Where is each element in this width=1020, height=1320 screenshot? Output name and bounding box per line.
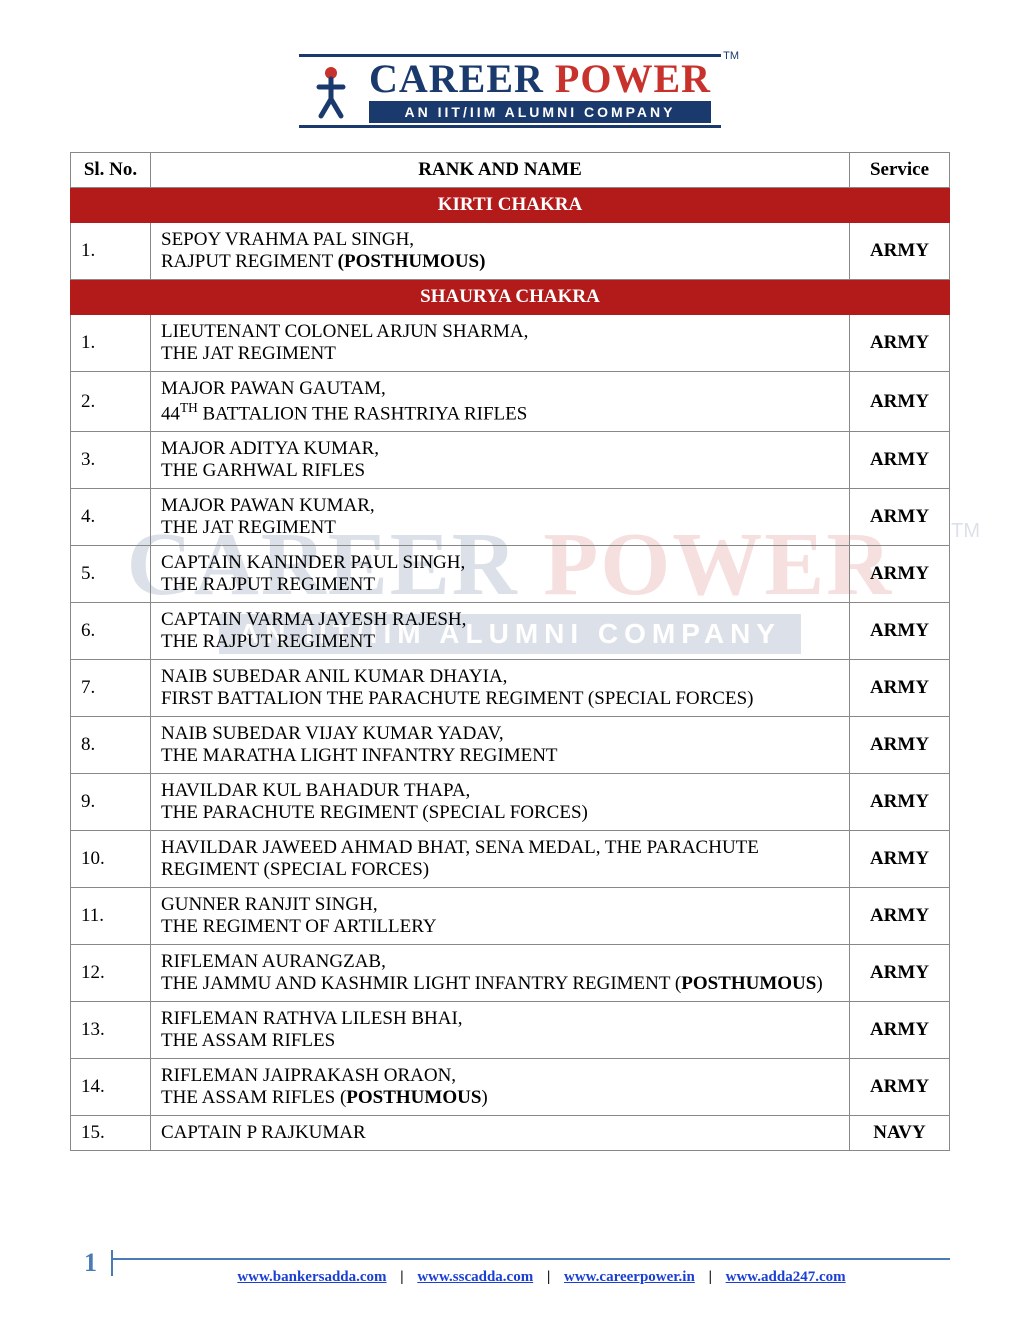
cell-sl: 9. [71,774,151,831]
cell-service: ARMY [850,315,950,372]
cell-name: RIFLEMAN JAIPRAKASH ORAON,THE ASSAM RIFL… [151,1059,850,1116]
table-row: 9.HAVILDAR KUL BAHADUR THAPA,THE PARACHU… [71,774,950,831]
cell-service: ARMY [850,603,950,660]
table-row: 12.RIFLEMAN AURANGZAB,THE JAMMU AND KASH… [71,945,950,1002]
cell-sl: 1. [71,223,151,280]
cell-name: NAIB SUBEDAR ANIL KUMAR DHAYIA,FIRST BAT… [151,660,850,717]
cell-name: HAVILDAR KUL BAHADUR THAPA,THE PARACHUTE… [151,774,850,831]
cell-service: ARMY [850,546,950,603]
cell-sl: 6. [71,603,151,660]
header-name: RANK AND NAME [151,153,850,188]
cell-sl: 10. [71,831,151,888]
header-logo: TM CAREER POWER AN IIT/IIM ALUMNI COMPAN… [70,50,950,132]
cell-service: ARMY [850,1002,950,1059]
cell-service: ARMY [850,831,950,888]
cell-name: MAJOR PAWAN GAUTAM,44TH BATTALION THE RA… [151,372,850,432]
cell-name: CAPTAIN VARMA JAYESH RAJESH,THE RAJPUT R… [151,603,850,660]
table-row: 8.NAIB SUBEDAR VIJAY KUMAR YADAV,THE MAR… [71,717,950,774]
table-row: 14.RIFLEMAN JAIPRAKASH ORAON,THE ASSAM R… [71,1059,950,1116]
table-row: 1.LIEUTENANT COLONEL ARJUN SHARMA,THE JA… [71,315,950,372]
logo-tm: TM [723,50,739,62]
cell-name: NAIB SUBEDAR VIJAY KUMAR YADAV,THE MARAT… [151,717,850,774]
logo-subtitle: AN IIT/IIM ALUMNI COMPANY [369,101,711,123]
section-header: SHAURYA CHAKRA [71,280,950,315]
table-row: 7.NAIB SUBEDAR ANIL KUMAR DHAYIA,FIRST B… [71,660,950,717]
awards-table: Sl. No. RANK AND NAME Service KIRTI CHAK… [70,152,950,1151]
cell-sl: 1. [71,315,151,372]
footer-link[interactable]: www.adda247.com [726,1269,846,1285]
cell-name: RIFLEMAN RATHVA LILESH BHAI,THE ASSAM RI… [151,1002,850,1059]
cell-service: ARMY [850,372,950,432]
cell-sl: 3. [71,432,151,489]
table-row: 3.MAJOR ADITYA KUMAR,THE GARHWAL RIFLESA… [71,432,950,489]
logo-figure-icon [301,61,361,121]
cell-name: HAVILDAR JAWEED AHMAD BHAT, SENA MEDAL, … [151,831,850,888]
logo-title: CAREER POWER [369,59,711,99]
header-service: Service [850,153,950,188]
cell-name: GUNNER RANJIT SINGH,THE REGIMENT OF ARTI… [151,888,850,945]
cell-service: ARMY [850,223,950,280]
footer-link[interactable]: www.bankersadda.com [237,1269,386,1285]
cell-sl: 2. [71,372,151,432]
cell-name: CAPTAIN KANINDER PAUL SINGH,THE RAJPUT R… [151,546,850,603]
cell-service: ARMY [850,1059,950,1116]
table-row: 2.MAJOR PAWAN GAUTAM,44TH BATTALION THE … [71,372,950,432]
footer-link[interactable]: www.careerpower.in [564,1269,695,1285]
cell-sl: 5. [71,546,151,603]
header-sl: Sl. No. [71,153,151,188]
cell-sl: 8. [71,717,151,774]
section-header: KIRTI CHAKRA [71,188,950,223]
cell-sl: 11. [71,888,151,945]
cell-sl: 12. [71,945,151,1002]
cell-name: CAPTAIN P RAJKUMAR [151,1116,850,1151]
table-header-row: Sl. No. RANK AND NAME Service [71,153,950,188]
cell-sl: 7. [71,660,151,717]
cell-service: ARMY [850,717,950,774]
cell-service: ARMY [850,489,950,546]
cell-service: ARMY [850,660,950,717]
table-row: 5.CAPTAIN KANINDER PAUL SINGH,THE RAJPUT… [71,546,950,603]
cell-name: RIFLEMAN AURANGZAB,THE JAMMU AND KASHMIR… [151,945,850,1002]
footer-links: www.bankersadda.com | www.sscadda.com | … [133,1269,950,1286]
table-row: 13.RIFLEMAN RATHVA LILESH BHAI,THE ASSAM… [71,1002,950,1059]
cell-name: LIEUTENANT COLONEL ARJUN SHARMA,THE JAT … [151,315,850,372]
table-row: 15.CAPTAIN P RAJKUMARNAVY [71,1116,950,1151]
cell-sl: 15. [71,1116,151,1151]
cell-service: ARMY [850,888,950,945]
watermark-tm: TM [951,520,980,543]
cell-service: ARMY [850,432,950,489]
cell-name: MAJOR PAWAN KUMAR,THE JAT REGIMENT [151,489,850,546]
cell-name: MAJOR ADITYA KUMAR,THE GARHWAL RIFLES [151,432,850,489]
cell-name: SEPOY VRAHMA PAL SINGH,RAJPUT REGIMENT (… [151,223,850,280]
cell-sl: 14. [71,1059,151,1116]
table-row: 1.SEPOY VRAHMA PAL SINGH,RAJPUT REGIMENT… [71,223,950,280]
table-row: 10.HAVILDAR JAWEED AHMAD BHAT, SENA MEDA… [71,831,950,888]
cell-sl: 4. [71,489,151,546]
footer-link[interactable]: www.sscadda.com [417,1269,533,1285]
table-row: 4.MAJOR PAWAN KUMAR,THE JAT REGIMENTARMY [71,489,950,546]
cell-sl: 13. [71,1002,151,1059]
cell-service: NAVY [850,1116,950,1151]
cell-service: ARMY [850,945,950,1002]
page-footer: 1 www.bankersadda.com | www.sscadda.com … [70,1258,950,1290]
table-row: 6.CAPTAIN VARMA JAYESH RAJESH,THE RAJPUT… [71,603,950,660]
page-number: 1 [70,1250,113,1276]
cell-service: ARMY [850,774,950,831]
table-row: 11.GUNNER RANJIT SINGH,THE REGIMENT OF A… [71,888,950,945]
